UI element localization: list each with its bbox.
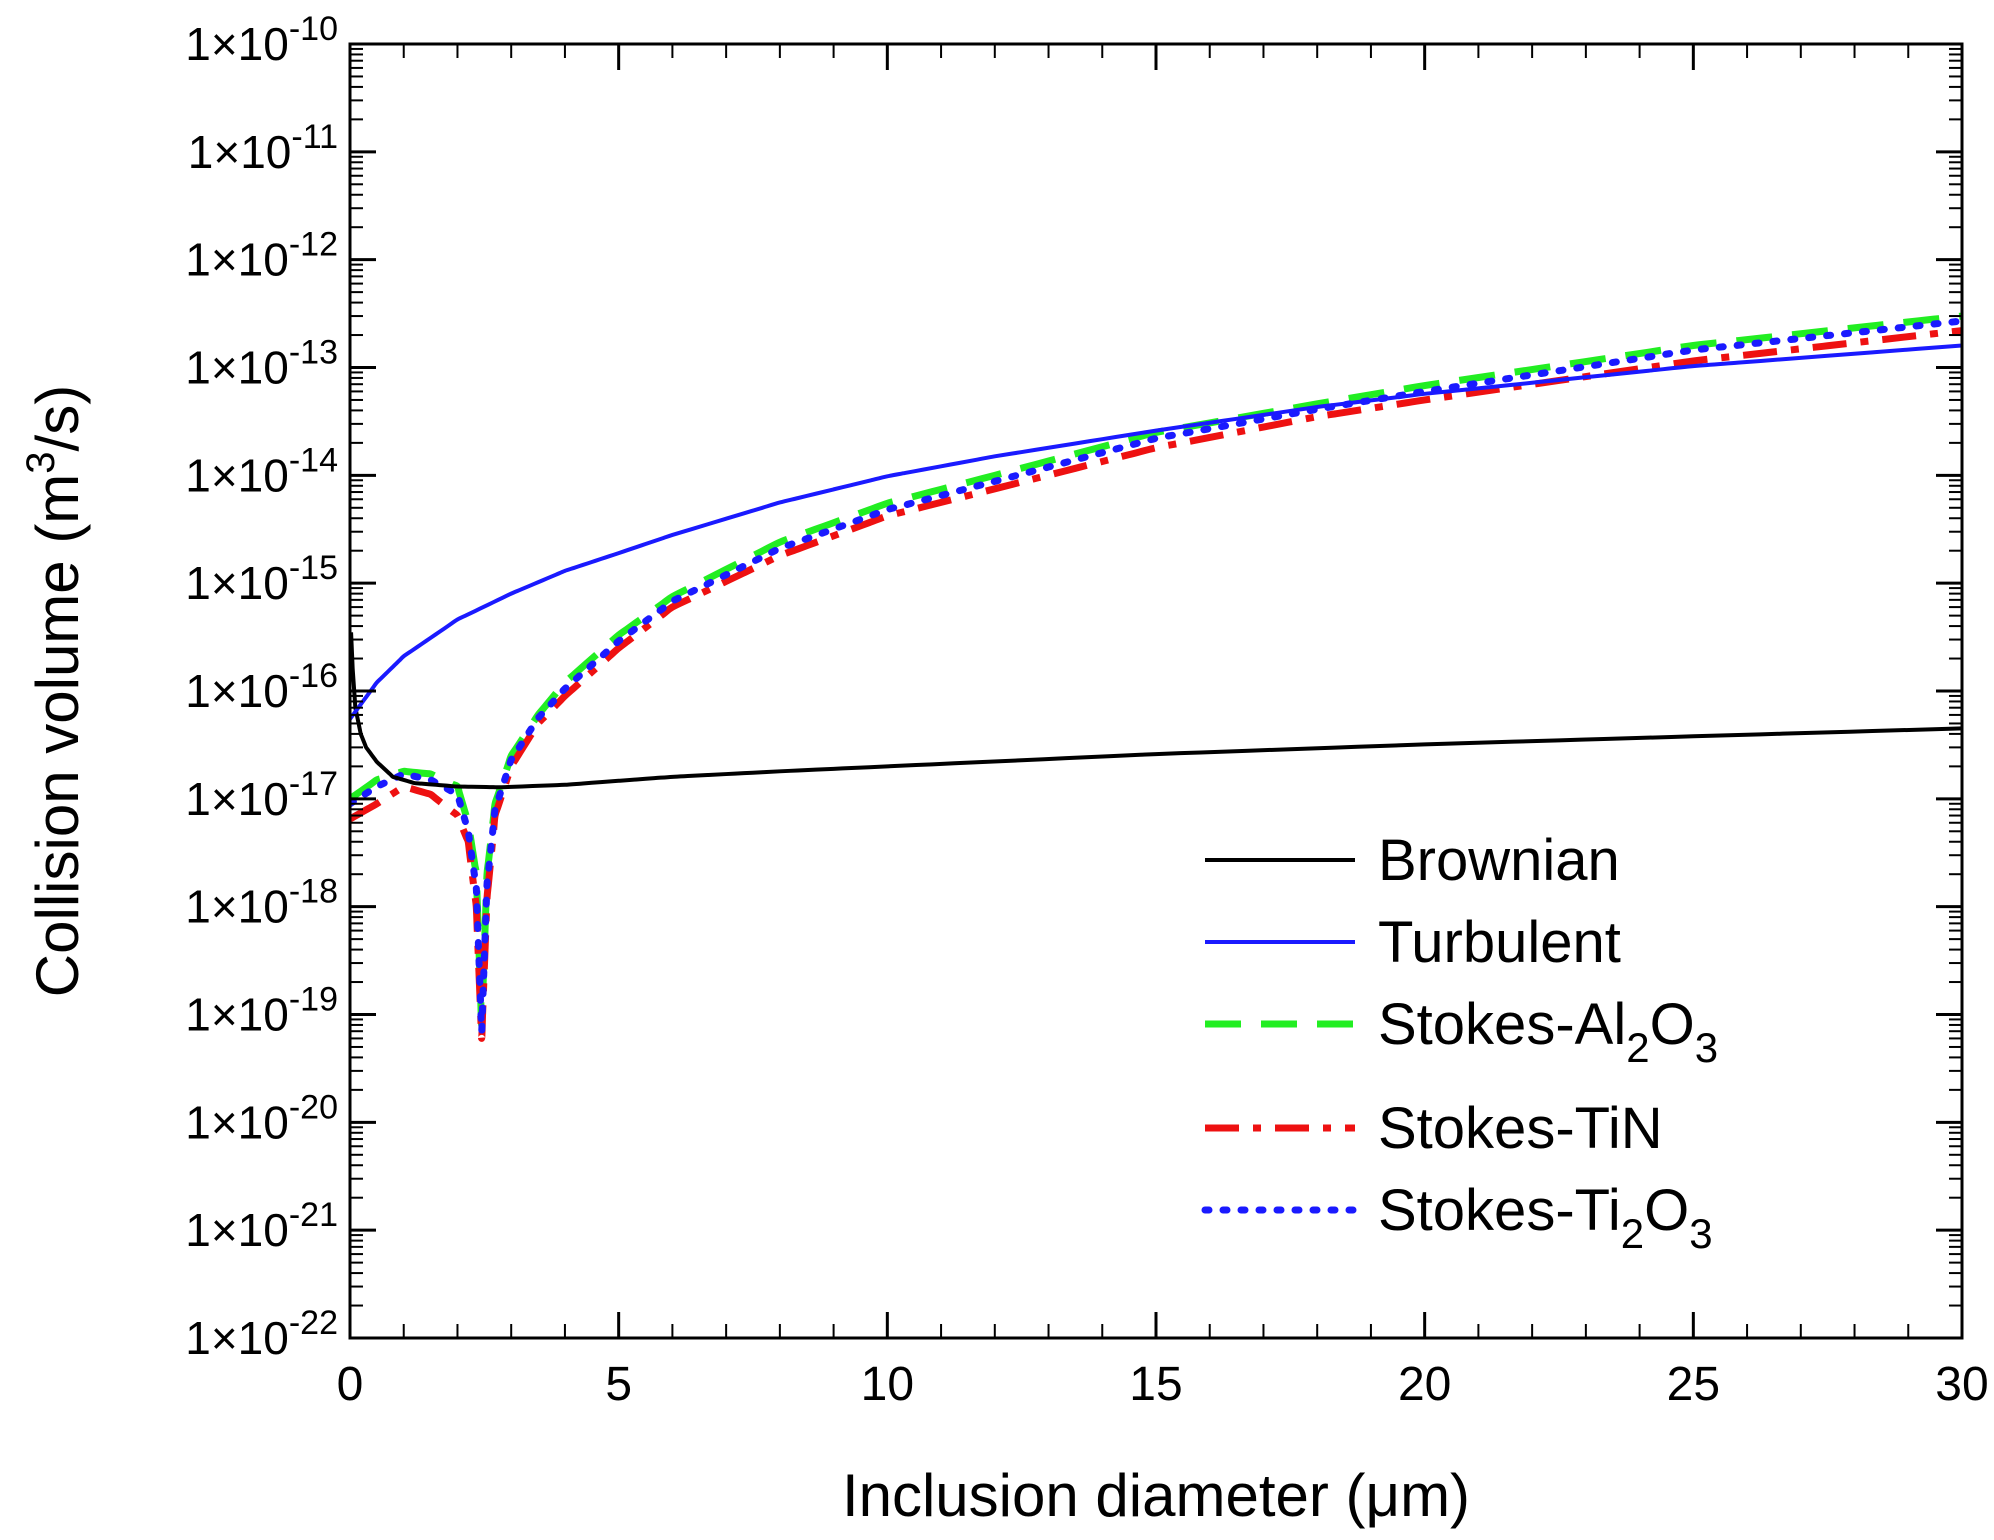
legend: Brownian Turbulent Stokes-Al2O3 Stokes-TiN S…: [1201, 828, 1718, 1257]
y-tick-label: 1×10-22: [185, 1304, 338, 1364]
y-tick-label: 1×10-16: [185, 657, 338, 717]
series-line-stokes_tin: [350, 327, 1962, 1042]
x-tick-label: 15: [1129, 1358, 1182, 1411]
series-line-stokes_ti2o3: [350, 317, 1962, 1035]
x-tick-label: 20: [1398, 1358, 1451, 1411]
x-tick-label: 10: [861, 1358, 914, 1411]
legend-label-turbulent: Turbulent: [1378, 910, 1621, 975]
y-axis-title: Collision volume (m3/s): [19, 385, 91, 997]
y-tick-label: 1×10-19: [185, 981, 338, 1041]
series-line-brownian: [350, 632, 1962, 790]
y-tick-label: 1×10-18: [185, 873, 338, 933]
y-axis-title-prefix: Collision volume (m: [24, 474, 91, 997]
x-axis-title: Inclusion diameter (μm): [842, 1462, 1470, 1529]
y-tick-label: 1×10-21: [185, 1196, 338, 1256]
labels-layer: 0 5 10 15 20 25 30 1×10-10 1×10-11 1×10-12 1×10-13…: [185, 10, 1988, 1411]
x-tick-label: 0: [337, 1358, 364, 1411]
y-tick-label: 1×10-15: [185, 549, 338, 609]
legend-label-stokes_ti2o3: Stokes-Ti2O3: [1378, 1178, 1713, 1257]
legend-label-brownian: Brownian: [1378, 828, 1620, 893]
plot-frame: [348, 42, 1964, 1340]
legend-label-stokes_tin: Stokes-TiN: [1378, 1096, 1663, 1161]
legend-label-stokes_al2o3: Stokes-Al2O3: [1378, 992, 1718, 1071]
y-tick-label: 1×10-13: [185, 334, 338, 394]
y-tick-label: 1×10-12: [185, 226, 338, 286]
y-axis-title-suffix: /s): [24, 385, 91, 452]
y-axis-title-sup: 3: [19, 451, 63, 473]
series-line-turbulent: [350, 343, 1962, 721]
y-tick-label: 1×10-11: [188, 118, 338, 178]
series-layer: [350, 312, 1962, 1042]
ticks-layer: [348, 42, 1964, 1340]
y-tick-label: 1×10-20: [185, 1088, 338, 1148]
y-tick-label: 1×10-14: [185, 441, 338, 501]
y-tick-label: 1×10-17: [185, 765, 338, 825]
y-tick-label: 1×10-10: [185, 10, 338, 70]
x-tick-label: 30: [1935, 1358, 1988, 1411]
x-tick-label: 25: [1667, 1358, 1720, 1411]
x-tick-label: 5: [605, 1358, 632, 1411]
